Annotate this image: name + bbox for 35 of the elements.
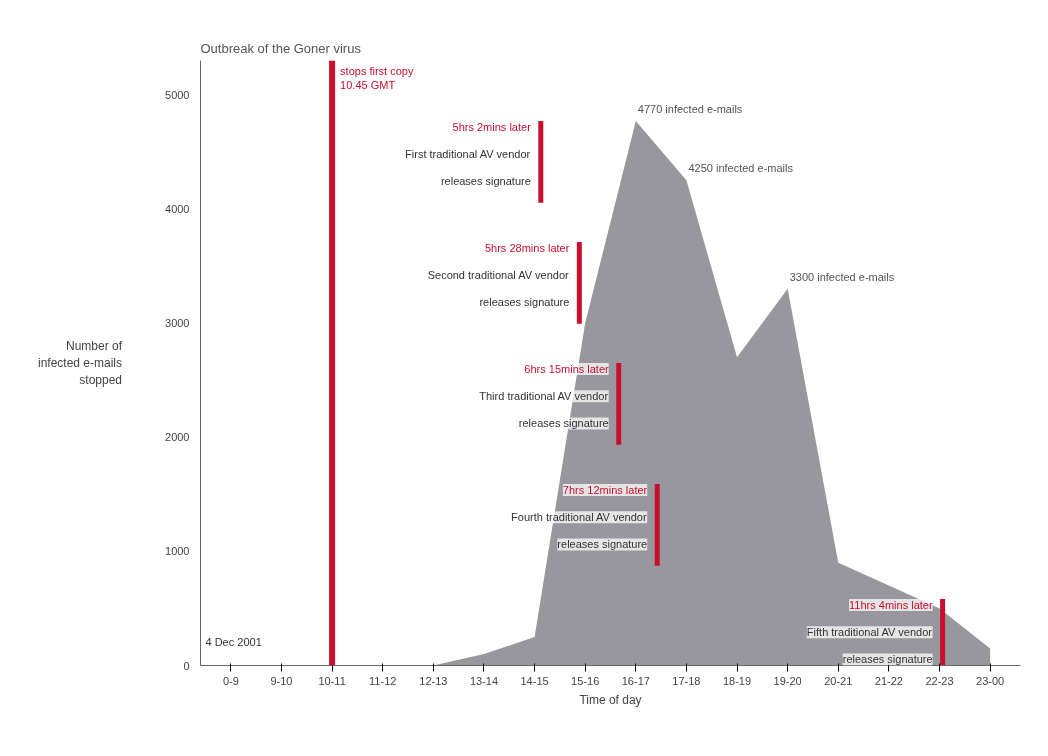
text: 6hrs 15mins later Third traditional AV vendor releases signature <box>479 363 609 430</box>
x-tick-label: 21-22 <box>874 674 903 687</box>
x-tick-label: 11-12 <box>369 674 397 687</box>
text: 11hrs 4mins later Fifth traditional AV vendor releases signature <box>806 598 933 666</box>
x-tick-label: 10-11 <box>318 674 346 687</box>
y-axis-title: Number of infected e-mails stopped <box>37 339 123 387</box>
x-tick-label: 12-13 <box>419 674 448 687</box>
x-tick-label: 20-21 <box>824 674 853 687</box>
x-tick-label: 15-16 <box>571 674 600 687</box>
text: 5hrs 28mins later Second traditional AV vendor releases signature <box>427 242 570 309</box>
y-tick-label: 3000 <box>165 317 190 330</box>
y-tick-label: 0 <box>183 659 190 672</box>
y-tick-label: 5000 <box>165 88 190 101</box>
x-tick-label: 17-18 <box>672 674 701 687</box>
x-tick-label: 14-15 <box>520 674 549 687</box>
x-tick-label: 16-17 <box>621 674 650 687</box>
x-axis-title: Time of day <box>579 692 642 707</box>
y-tick-label: 2000 <box>165 431 190 444</box>
chart-title: Outbreak of the Goner virus <box>200 40 362 56</box>
x-tick-label: 0-9 <box>222 674 239 687</box>
x-tick-label: 9-10 <box>270 674 293 687</box>
annotation: 4 Dec 2001 <box>205 635 262 648</box>
x-tick-label: 19-20 <box>773 674 802 687</box>
data-label: 3300 infected e-mails <box>789 270 895 283</box>
ref-line-label: stops first copy 10.45 GMT <box>340 64 414 91</box>
data-label: 4770 infected e-mails <box>637 103 743 115</box>
data-label: 4250 infected e-mails <box>688 162 794 175</box>
x-tick-label: 13-14 <box>469 674 499 687</box>
text: 7hrs 12mins later Fourth traditional AV vendor releases signature <box>511 484 648 551</box>
x-tick-label: 22-23 <box>925 674 954 687</box>
x-tick-label: 23-00 <box>976 674 1005 687</box>
y-tick-label: 1000 <box>165 545 190 558</box>
x-tick-label: 18-19 <box>722 674 752 687</box>
text: 5hrs 2mins later First traditional AV vendor releases signature <box>405 121 531 188</box>
y-tick-label: 4000 <box>165 202 190 215</box>
